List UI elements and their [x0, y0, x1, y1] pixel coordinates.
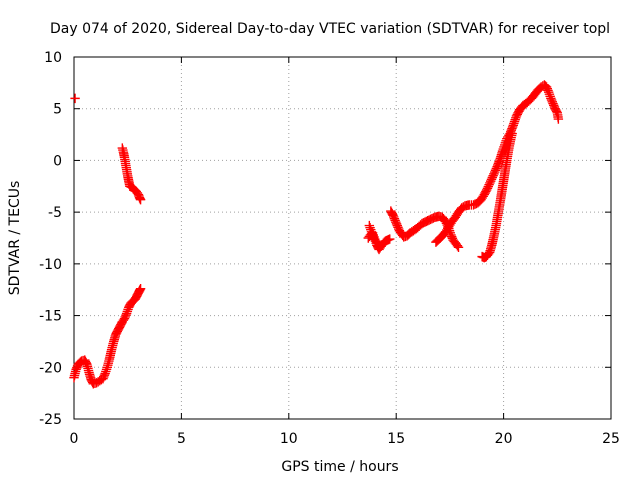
- y-tick-label: -25: [39, 412, 62, 428]
- data-point: [453, 242, 464, 253]
- data-point: [490, 167, 500, 177]
- data-point: [482, 183, 493, 194]
- y-tick-label: 0: [53, 153, 62, 169]
- data-point: [547, 97, 557, 107]
- data-point: [391, 217, 401, 227]
- data-point: [546, 93, 556, 104]
- data-point: [391, 219, 402, 229]
- y-tick-label: 5: [53, 102, 62, 118]
- data-point: [553, 114, 564, 124]
- data-point: [81, 358, 91, 368]
- data-point: [452, 241, 463, 251]
- data-point: [446, 230, 456, 240]
- data-point: [392, 220, 402, 231]
- data-point: [388, 212, 399, 222]
- y-tick-label: 10: [44, 50, 62, 66]
- data-point: [446, 231, 457, 242]
- data-series: [69, 80, 564, 389]
- grid-lines: [74, 57, 611, 419]
- y-tick-label: -15: [39, 309, 62, 325]
- plot-frame: [73, 56, 612, 420]
- data-point: [484, 180, 494, 190]
- data-point: [389, 213, 400, 224]
- data-point: [543, 85, 553, 96]
- data-point: [385, 234, 395, 244]
- data-point: [99, 372, 109, 382]
- data-point: [71, 364, 81, 375]
- x-tick-label: 10: [280, 431, 298, 447]
- y-tick-label: -20: [39, 360, 62, 376]
- data-point: [70, 93, 80, 104]
- x-tick-label: 15: [387, 431, 405, 447]
- data-point: [98, 373, 108, 384]
- axis-ticks: 0 5 10 15 20 25 -25 -20 -15 -10 -5 0 5 10: [39, 50, 620, 447]
- data-point: [546, 95, 557, 105]
- data-point: [393, 222, 403, 233]
- data-point: [120, 312, 130, 322]
- data-point: [551, 106, 562, 117]
- data-point: [388, 210, 398, 220]
- x-tick-label: 25: [602, 431, 620, 447]
- y-axis-label: SDTVAR / TECUs: [7, 181, 23, 296]
- data-point: [373, 238, 383, 248]
- data-point: [486, 176, 496, 186]
- data-point: [135, 283, 146, 294]
- data-point: [507, 128, 517, 139]
- data-point: [485, 178, 495, 188]
- data-point: [541, 82, 552, 92]
- data-point: [549, 100, 559, 110]
- data-point: [488, 170, 498, 181]
- data-point: [490, 165, 501, 175]
- data-point: [390, 215, 400, 226]
- data-point: [99, 370, 110, 380]
- data-point: [119, 313, 130, 324]
- data-point: [135, 195, 146, 205]
- data-point: [483, 181, 493, 192]
- y-tick-label: -5: [48, 205, 62, 221]
- data-point: [486, 174, 497, 185]
- data-point: [491, 163, 502, 174]
- data-point: [372, 237, 382, 247]
- y-tick-label: -10: [39, 257, 62, 273]
- x-tick-label: 0: [70, 431, 79, 447]
- x-tick-label: 20: [495, 431, 513, 447]
- data-point: [487, 172, 498, 183]
- data-point: [548, 98, 558, 109]
- x-tick-label: 5: [177, 431, 186, 447]
- data-point: [542, 84, 552, 94]
- x-axis-label: GPS time / hours: [281, 459, 398, 475]
- chart-title: Day 074 of 2020, Sidereal Day-to-day VTE…: [50, 21, 610, 37]
- data-point: [489, 169, 499, 179]
- data-point: [121, 310, 131, 320]
